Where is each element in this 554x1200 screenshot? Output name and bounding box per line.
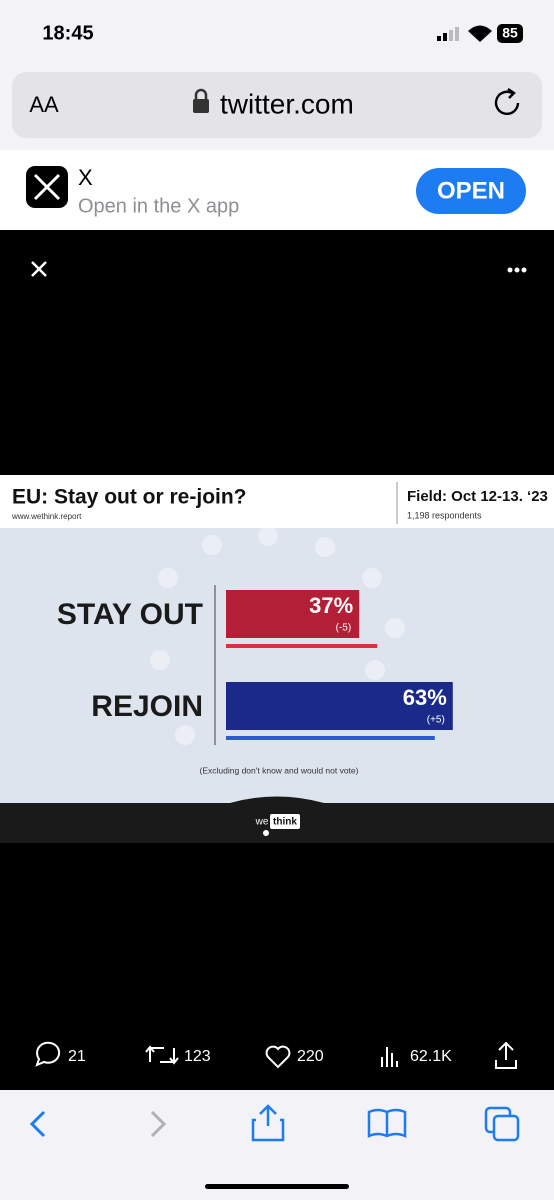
open-button-label[interactable]: OPEN	[437, 177, 505, 204]
tabs-button-front[interactable]	[492, 1114, 520, 1142]
previous-bar	[226, 644, 378, 648]
home-indicator	[205, 1184, 349, 1189]
like-icon[interactable]	[265, 1045, 291, 1069]
views-count: 62.1K	[410, 1048, 452, 1065]
bookmarks-button[interactable]	[367, 1108, 407, 1138]
category-label: REJOIN	[91, 690, 203, 723]
signal	[437, 27, 459, 41]
more-button[interactable]	[507, 267, 527, 273]
retweet-icon[interactable]	[145, 1045, 179, 1065]
close-button[interactable]	[31, 261, 47, 277]
like-count: 220	[297, 1048, 324, 1065]
share-icon[interactable]	[495, 1041, 517, 1069]
chart-title: EU: Stay out or re-join?	[12, 486, 247, 509]
change-label: (+5)	[427, 715, 445, 726]
reply-icon[interactable]	[35, 1041, 61, 1067]
app-subtitle: Open in the X app	[78, 195, 239, 217]
forward-button[interactable]	[150, 1110, 167, 1138]
category-label: STAY OUT	[57, 598, 203, 631]
previous-bar	[226, 736, 435, 740]
lock-icon	[193, 99, 209, 113]
logo-box	[270, 814, 300, 829]
chart-respondents: 1,198 respondents	[407, 510, 482, 520]
chart-source: www.wethink.report	[11, 512, 82, 521]
reply-count: 21	[68, 1048, 86, 1065]
value-label: 37%	[309, 593, 353, 618]
app-icon-glyph	[33, 173, 61, 201]
reload-arrow	[507, 88, 516, 99]
text-size-button[interactable]: AA	[29, 92, 59, 117]
battery	[497, 24, 523, 43]
logo-think: think	[273, 817, 297, 828]
reload-button[interactable]	[494, 90, 520, 115]
lock-shackle	[194, 88, 208, 99]
flag-stars	[150, 526, 405, 745]
chart-note: (Excluding don't know and would not vote…	[200, 765, 359, 775]
logo-we: we	[255, 817, 269, 828]
time: 18:45	[42, 22, 93, 44]
retweet-count: 123	[184, 1048, 211, 1065]
logo-dot	[263, 830, 269, 836]
chart-image	[0, 475, 554, 843]
battery-level: 85	[502, 25, 518, 41]
address-bar[interactable]	[12, 72, 542, 138]
toolbar	[0, 1090, 554, 1200]
chart-header	[0, 475, 554, 528]
views-icon[interactable]	[381, 1047, 398, 1067]
wifi	[468, 25, 492, 42]
change-label: (-5)	[336, 623, 352, 634]
share-button[interactable]	[251, 1104, 285, 1142]
app-name: X	[78, 165, 93, 190]
bar	[226, 590, 360, 638]
chart-field: Field: Oct 12-13. ‘23	[407, 488, 548, 505]
value-label: 63%	[403, 685, 447, 710]
bar	[226, 682, 453, 730]
url[interactable]: twitter.com	[220, 88, 354, 119]
open-button[interactable]	[416, 168, 526, 214]
back-button[interactable]	[29, 1110, 46, 1138]
